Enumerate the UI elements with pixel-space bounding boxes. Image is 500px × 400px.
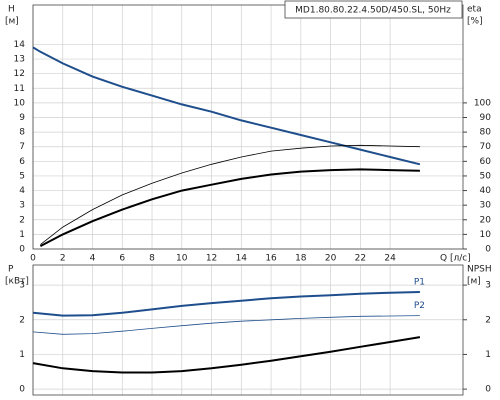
- y-tick-label: 3: [19, 281, 25, 291]
- series-label: P2: [414, 301, 425, 311]
- y-tick-label: 14: [14, 40, 26, 50]
- y2-tick-label: 0: [485, 385, 491, 395]
- curve: [32, 336, 421, 374]
- title-box: [284, 0, 463, 19]
- y2-tick-label: 1: [485, 350, 491, 360]
- y2-tick-label: 0: [485, 245, 491, 255]
- y-tick-label: 12: [14, 69, 25, 79]
- x-tick-label: 6: [119, 254, 125, 264]
- y-axis-label: P: [8, 265, 14, 275]
- plot-frame: [32, 264, 464, 396]
- y-axis-unit: [м]: [5, 17, 19, 27]
- y-tick-label: 0: [19, 245, 25, 255]
- y-tick-label: 4: [19, 186, 25, 196]
- y-tick-label: 13: [14, 55, 25, 65]
- x-tick-label: 12: [206, 254, 217, 264]
- x-tick-label: 16: [265, 254, 277, 264]
- x-tick-label: 0: [30, 254, 36, 264]
- curve: [32, 315, 420, 335]
- x-tick-label: 10: [176, 254, 188, 264]
- curve: [32, 46, 421, 166]
- y2-axis-label: eta: [467, 5, 482, 15]
- y-tick-label: 10: [14, 98, 26, 108]
- y2-tick-label: 70: [480, 142, 492, 152]
- y-tick-label: 11: [14, 84, 25, 94]
- x-tick-label: 4: [90, 254, 96, 264]
- y2-tick-label: 90: [480, 113, 492, 123]
- y-tick-label: 2: [19, 215, 25, 225]
- y-axis-label: H: [8, 5, 15, 15]
- y-axis-unit: [кВт]: [5, 277, 29, 287]
- x-tick-label: 8: [149, 254, 155, 264]
- y2-tick-label: 60: [480, 157, 492, 167]
- y2-tick-label: 20: [480, 215, 492, 225]
- y2-axis-unit: [%]: [467, 17, 483, 27]
- chart-title: MD1.80.80.22.4.50D/450.SL, 50Hz: [295, 6, 451, 16]
- y-tick-label: 0: [19, 385, 25, 395]
- curve: [32, 291, 420, 317]
- y-tick-label: 9: [19, 113, 25, 123]
- y-tick-label: 5: [19, 171, 25, 181]
- curve: [39, 168, 420, 247]
- y-tick-label: 8: [19, 128, 25, 138]
- y2-tick-label: 10: [480, 230, 492, 240]
- x-tick-label: 2: [60, 254, 66, 264]
- y2-tick-label: 80: [480, 128, 492, 138]
- y2-axis-label: NPSH: [467, 265, 492, 275]
- y2-tick-label: 100: [474, 98, 491, 108]
- x-tick-label: 24: [384, 254, 396, 264]
- x-tick-label: 18: [295, 254, 307, 264]
- y-tick-label: 2: [19, 315, 25, 325]
- plot-frame: [32, 4, 464, 250]
- x-axis-label: Q [л/с]: [440, 254, 471, 264]
- y2-tick-label: 2: [485, 315, 491, 325]
- series-label: P1: [414, 278, 425, 288]
- y-tick-label: 7: [19, 142, 25, 152]
- y2-tick-label: 3: [485, 281, 491, 291]
- y2-axis-unit: [м]: [467, 277, 481, 287]
- x-tick-label: 22: [355, 254, 366, 264]
- y-tick-label: 1: [19, 230, 25, 240]
- y2-tick-label: 30: [480, 201, 492, 211]
- y-tick-label: 1: [19, 350, 25, 360]
- curve: [40, 144, 420, 245]
- y-tick-label: 3: [19, 201, 25, 211]
- x-tick-label: 20: [325, 254, 337, 264]
- x-tick-label: 14: [236, 254, 248, 264]
- y2-tick-label: 50: [480, 171, 492, 181]
- y-tick-label: 6: [19, 157, 25, 167]
- y2-tick-label: 40: [480, 186, 492, 196]
